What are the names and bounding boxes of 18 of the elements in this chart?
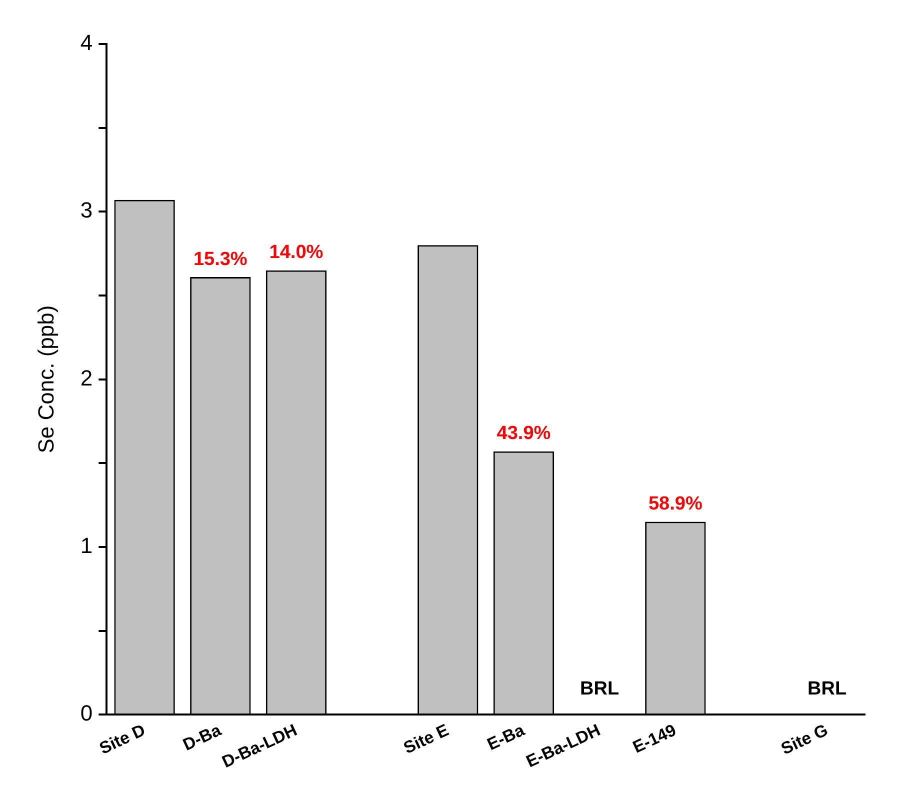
x-tick-label: D-Ba bbox=[180, 720, 225, 754]
annotation: BRL bbox=[808, 678, 847, 700]
annotation: 14.0% bbox=[269, 242, 324, 264]
x-tick-label: Site E bbox=[400, 720, 452, 758]
annotation: 43.9% bbox=[496, 423, 551, 444]
x-tick-label: E-149 bbox=[630, 720, 680, 757]
y-tick-label: 1 bbox=[80, 533, 93, 558]
y-tick-label: 0 bbox=[80, 700, 93, 726]
y-tick-label: 3 bbox=[80, 198, 93, 223]
y-axis-title: Se Conc. (ppb) bbox=[33, 305, 58, 454]
annotation: BRL bbox=[580, 678, 620, 700]
y-tick-label: 2 bbox=[80, 365, 93, 390]
annotation: 58.9% bbox=[648, 494, 702, 515]
x-tick-label: E-Ba bbox=[484, 720, 528, 754]
x-tick-label: Site G bbox=[778, 720, 831, 758]
annotation: 15.3% bbox=[193, 248, 248, 270]
x-tick-label: Site D bbox=[96, 720, 148, 758]
y-tick-label: 4 bbox=[80, 30, 93, 56]
